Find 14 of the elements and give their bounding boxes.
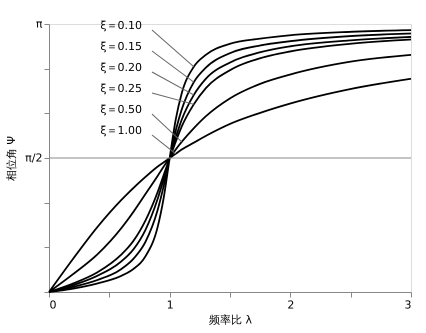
x-axis-title: 频率比 λ: [208, 314, 252, 326]
y-axis-title: 相位角 Ψ: [5, 136, 18, 182]
annotation: ξ＝0.50: [100, 103, 142, 116]
annotation: ξ＝1.00: [100, 124, 142, 137]
annotation: ξ＝0.10: [100, 19, 142, 32]
x-tick-label: 1: [166, 298, 174, 312]
y-tick-label: π: [36, 18, 43, 30]
annotation: ξ＝0.15: [100, 40, 142, 53]
annotation: ξ＝0.25: [100, 82, 142, 95]
y-tick-label: π/2: [25, 152, 42, 164]
x-tick-label: 2: [287, 298, 294, 312]
x-tick-label: 0: [50, 298, 56, 312]
annotation: ξ＝0.20: [100, 61, 142, 74]
x-tick-label: 3: [404, 298, 412, 312]
